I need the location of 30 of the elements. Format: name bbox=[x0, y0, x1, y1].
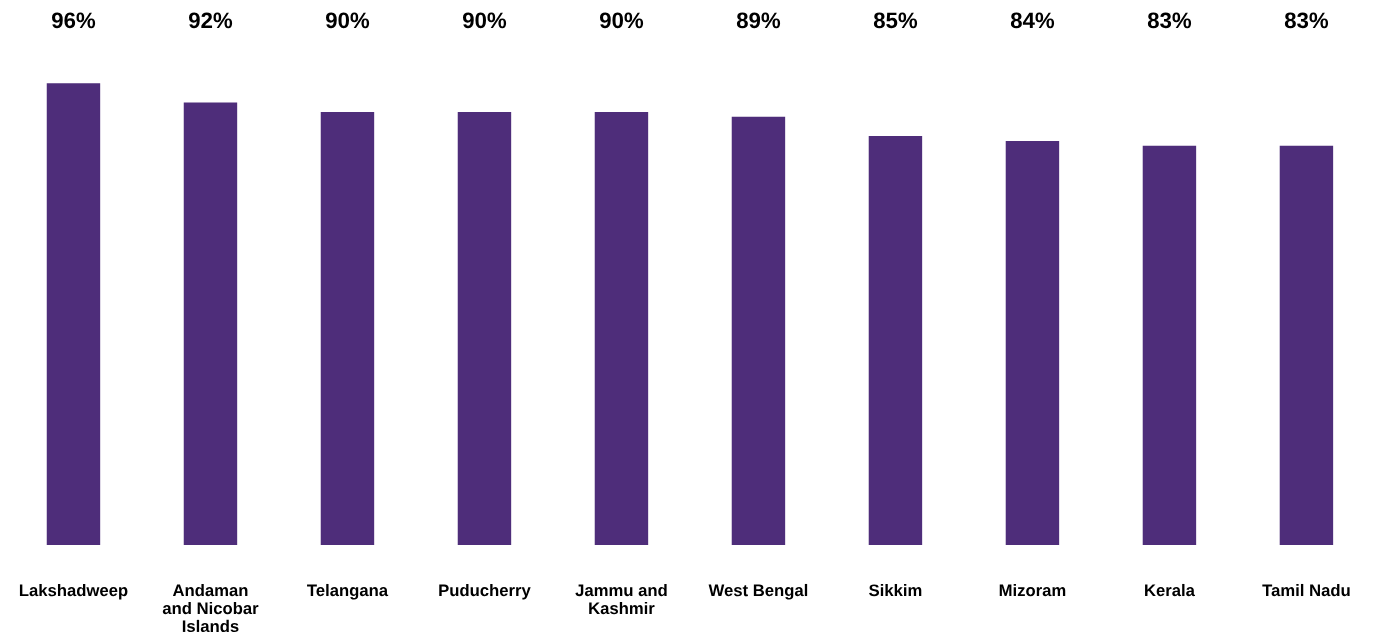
data-label: 90% bbox=[599, 12, 644, 29]
x-tick-label: Andaman and Nicobar Islands bbox=[162, 583, 259, 633]
data-label: 84% bbox=[1010, 12, 1055, 29]
x-tick-label: West Bengal bbox=[708, 583, 808, 600]
data-label: 83% bbox=[1147, 12, 1192, 29]
bar bbox=[320, 112, 375, 546]
bar bbox=[731, 116, 786, 546]
data-label: 85% bbox=[873, 12, 918, 29]
x-tick-label: Mizoram bbox=[999, 583, 1066, 597]
data-label: 90% bbox=[462, 12, 507, 29]
bar bbox=[594, 112, 649, 546]
x-tick-label: Kerala bbox=[1145, 583, 1196, 597]
bar bbox=[1142, 145, 1197, 546]
data-label: 92% bbox=[189, 12, 233, 29]
bar bbox=[868, 136, 923, 546]
data-label: 89% bbox=[736, 12, 781, 29]
bar bbox=[46, 83, 101, 546]
data-label: 83% bbox=[1284, 12, 1329, 29]
data-label: 96% bbox=[52, 12, 96, 29]
bar bbox=[183, 102, 238, 546]
bar bbox=[457, 112, 512, 546]
x-tick-label: Sikkim bbox=[869, 583, 922, 597]
x-tick-label: Tamil Nadu bbox=[1262, 583, 1350, 597]
bar bbox=[1279, 145, 1334, 546]
x-tick-label: Lakshadweep bbox=[19, 583, 128, 600]
data-label: 90% bbox=[325, 12, 370, 29]
x-tick-label: Telangana bbox=[307, 583, 389, 600]
x-tick-label: Jammu and Kashmir bbox=[575, 583, 667, 615]
bar bbox=[1005, 140, 1060, 546]
x-tick-label: Puducherry bbox=[439, 583, 531, 600]
